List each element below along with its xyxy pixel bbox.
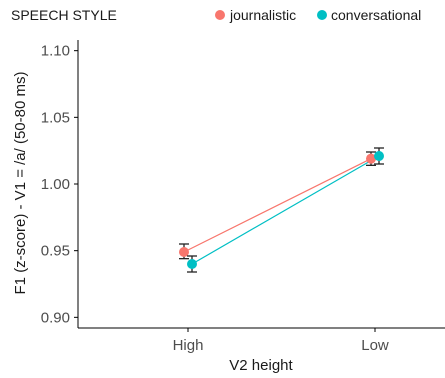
data-point-conversational (374, 151, 384, 161)
y-axis-title: F1 (z-score) - V1 = /a/ (50-80 ms) (12, 72, 29, 295)
series-layer (179, 147, 384, 273)
y-tick-label: 1.05 (41, 109, 70, 126)
legend-label-journalistic: journalistic (229, 7, 296, 23)
legend-title: SPEECH STYLE (11, 7, 117, 23)
legend-swatch-conversational (317, 10, 327, 20)
y-tick-label: 0.95 (41, 243, 70, 260)
data-point-journalistic (366, 153, 376, 164)
x-tick-label: High (173, 337, 204, 354)
x-axis-ticks: High Low (173, 328, 389, 354)
legend-swatch-journalistic (215, 10, 225, 20)
y-tick-label: 1.10 (41, 43, 70, 60)
legend: SPEECH STYLE journalistic conversational (11, 7, 421, 23)
legend-label-conversational: conversational (331, 7, 421, 23)
y-axis-ticks: 0.90 0.95 1.00 1.05 1.10 (41, 43, 78, 326)
data-point-conversational (187, 259, 197, 269)
y-tick-label: 0.90 (41, 309, 70, 326)
series-line-journalistic (183, 158, 372, 253)
y-tick-label: 1.00 (41, 176, 70, 193)
x-tick-label: Low (361, 337, 389, 354)
x-axis-title: V2 height (229, 357, 293, 374)
data-point-journalistic (179, 247, 189, 257)
series-line-conversational (191, 155, 380, 265)
